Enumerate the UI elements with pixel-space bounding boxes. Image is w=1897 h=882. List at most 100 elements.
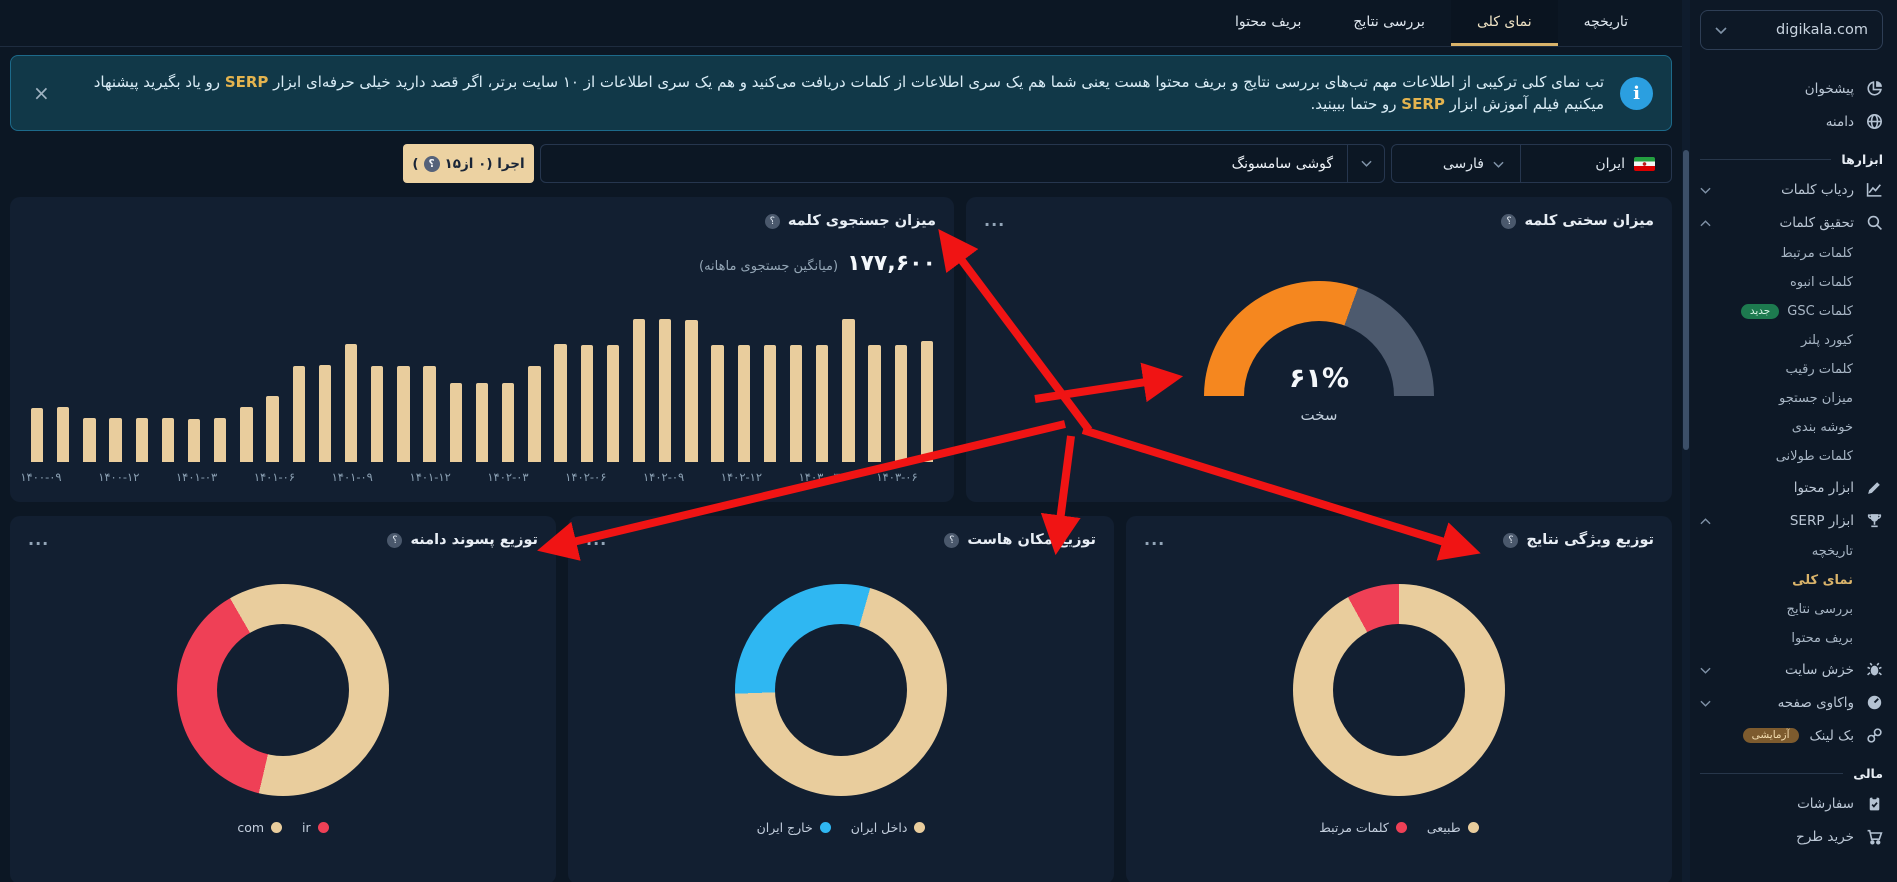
sidebar-subitem[interactable]: تاریخچه — [1811, 544, 1853, 559]
country-select[interactable]: ایران — [1521, 145, 1671, 182]
bar — [737, 344, 750, 462]
sidebar-item[interactable]: ردیاب کلمات — [1700, 173, 1883, 206]
sidebar-item[interactable]: ابزار SERP — [1700, 504, 1883, 537]
sidebar-item[interactable]: بک لینک آزمایشی — [1700, 719, 1883, 752]
sidebar-item-label: ردیاب کلمات — [1781, 181, 1854, 198]
legend: داخل ایران خارج ایران — [586, 820, 1096, 835]
legend-item[interactable]: خارج ایران — [757, 820, 831, 835]
bar — [423, 366, 436, 462]
sidebar-item[interactable]: سفارشات — [1700, 787, 1883, 820]
sidebar-subitem[interactable]: خوشه بندی — [1791, 420, 1853, 435]
scrollbar-track[interactable] — [1682, 0, 1690, 882]
bar — [266, 396, 279, 462]
sidebar-item[interactable]: ابزار محتوا — [1700, 471, 1883, 504]
help-icon[interactable]: ؟ — [944, 532, 960, 548]
query-input-value: گوشی سامسونگ — [1231, 155, 1333, 172]
badge: آزمایشی — [1742, 727, 1799, 744]
run-button[interactable]: اجرا (۰ از۱۵ ؟ ) — [403, 144, 534, 183]
scrollbar-thumb[interactable] — [1683, 150, 1689, 450]
bar — [868, 344, 881, 462]
sidebar-item[interactable]: خرید طرح — [1700, 820, 1883, 853]
query-input[interactable]: گوشی سامسونگ — [540, 144, 1385, 183]
sidebar: digikala.com پیشخوان دامنه ابزارها ردیاب کل… — [1690, 0, 1897, 882]
bar — [606, 344, 620, 462]
language-select[interactable]: فارسی — [1392, 145, 1520, 182]
sidebar-item-label: خرید طرح — [1796, 828, 1854, 845]
sidebar-subitem[interactable]: کلمات مرتبط — [1780, 246, 1853, 261]
sidebar-subitem[interactable]: کلمات انبوه — [1789, 275, 1853, 290]
card-menu-button[interactable]: ... — [984, 210, 1006, 230]
card-menu-button[interactable]: ... — [1144, 529, 1166, 549]
bar — [528, 365, 541, 462]
legend-dot — [1395, 822, 1407, 833]
iran-flag-icon — [1634, 156, 1655, 171]
bar — [449, 383, 462, 462]
tab-item[interactable]: بریف محتوا — [1235, 13, 1302, 30]
sidebar-item[interactable]: دامنه — [1700, 105, 1883, 138]
sidebar-subitem[interactable]: کلمات رقیب — [1785, 362, 1853, 377]
help-icon[interactable]: ؟ — [387, 532, 403, 548]
card-title: میزان جستجوی کلمه — [787, 213, 936, 229]
legend-item[interactable]: com — [237, 820, 283, 835]
tab-item[interactable]: تاریخچه — [1583, 13, 1628, 30]
sidebar-item[interactable]: خزش سایت — [1700, 653, 1883, 686]
card-search-volume: میزان جستجوی کلمه ؟ ۱۷۷,۶۰۰ (میانگین جست… — [10, 197, 954, 502]
help-icon[interactable]: ؟ — [1501, 213, 1517, 229]
monthly-search-caption: (میانگین جستجوی ماهانه) — [699, 259, 839, 274]
x-tick-label: ۱۴۰۰-۱۲ — [98, 470, 140, 484]
query-history-dropdown[interactable] — [1348, 145, 1384, 182]
globe-icon — [1865, 113, 1883, 131]
tab-item[interactable]: بررسی نتایج — [1353, 13, 1425, 30]
legend-dot — [914, 822, 926, 833]
bar — [502, 383, 515, 462]
bar — [475, 383, 489, 462]
sidebar-item-label: پیشخوان — [1804, 80, 1854, 97]
domain-tld-donut — [177, 584, 389, 796]
country-select-value: ایران — [1595, 155, 1625, 172]
info-banner: i تب نمای کلی ترکیبی از اطلاعات مهم تب‌ه… — [10, 55, 1672, 131]
legend-item[interactable]: ir — [302, 820, 329, 835]
card-menu-button[interactable]: ... — [28, 529, 50, 549]
trophy-icon — [1865, 512, 1883, 530]
legend-item[interactable]: طبیعی — [1427, 820, 1479, 835]
domain-select[interactable]: digikala.com — [1700, 10, 1883, 50]
legend-item[interactable]: کلمات مرتبط — [1319, 820, 1407, 835]
sidebar-subitem[interactable]: بررسی نتایج — [1786, 602, 1853, 617]
cards-row-1: میزان سختی کلمه ؟ ... ۶۱% سخت میزان جستج… — [10, 197, 1672, 502]
cart-icon — [1865, 828, 1883, 846]
speedometer-icon — [1865, 694, 1883, 712]
sidebar-subitem[interactable]: کیورد پلنر — [1800, 333, 1853, 348]
tab-active[interactable]: نمای کلی — [1450, 0, 1558, 46]
bar — [397, 365, 410, 462]
close-icon[interactable]: × — [33, 81, 50, 105]
bar — [842, 318, 855, 462]
sidebar-subitem[interactable]: نمای کلی — [1792, 573, 1853, 588]
sidebar-subitem[interactable]: بریف محتوا — [1791, 631, 1853, 646]
help-icon[interactable]: ؟ — [764, 213, 780, 229]
sidebar-item[interactable]: واکاوی صفحه — [1700, 686, 1883, 719]
bar — [659, 318, 672, 462]
sidebar-subitem[interactable]: کلمات طولانی — [1775, 449, 1853, 464]
help-icon: ؟ — [423, 155, 440, 172]
main-content: تاریخچه نمای کلی بررسی نتایج بریف محتوا i ت… — [0, 0, 1682, 882]
sidebar-item[interactable]: پیشخوان — [1700, 72, 1883, 105]
card-domain-tld: توزیع پسوند دامنه ؟ ... ir com — [10, 516, 556, 882]
bar — [240, 406, 253, 462]
sidebar-subitem[interactable]: میزان جستجو — [1778, 391, 1853, 406]
card-menu-button[interactable]: ... — [586, 529, 608, 549]
cards-row-2: توزیع ویژگی نتایج ؟ ... طبیعی کلمات مرتب… — [10, 516, 1672, 882]
sidebar-item[interactable]: تحقیق کلمات — [1700, 206, 1883, 239]
help-icon[interactable]: ؟ — [1503, 532, 1519, 548]
divider — [1700, 773, 1844, 774]
sidebar-subitem[interactable]: کلمات GSC جدید — [1700, 297, 1883, 326]
legend-item[interactable]: داخل ایران — [851, 820, 926, 835]
bug-icon — [1865, 661, 1883, 679]
sidebar-nav: پیشخوان دامنه ابزارها ردیاب کلمات تحقیق کلما… — [1700, 72, 1883, 853]
x-tick-label: ۱۴۰۲-۱۲ — [720, 470, 763, 484]
difficulty-gauge: ۶۱% سخت — [1204, 281, 1434, 424]
legend-dot — [1467, 822, 1479, 833]
card-title: توزیع ویژگی نتایج — [1526, 532, 1654, 548]
bar — [554, 344, 567, 462]
chevron-down-icon — [1493, 156, 1504, 172]
